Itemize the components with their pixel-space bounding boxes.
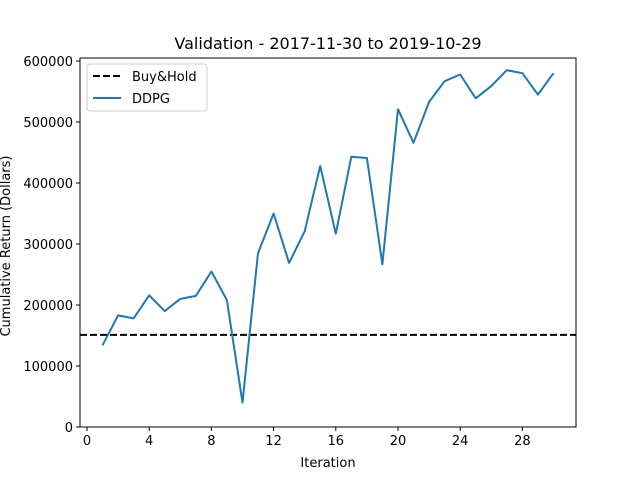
x-tick-label: 16 — [328, 434, 345, 449]
x-tick-label: 20 — [390, 434, 407, 449]
legend-label-ddpg: DDPG — [132, 92, 170, 107]
legend: Buy&Hold DDPG — [86, 63, 208, 112]
x-tick-label: 28 — [514, 434, 531, 449]
plot-area — [80, 69, 576, 404]
legend-label-buy-hold: Buy&Hold — [132, 70, 197, 85]
x-tick-label: 8 — [207, 434, 215, 449]
y-axis-label: Cumulative Return (Dollars) — [0, 155, 14, 336]
y-tick-label: 500000 — [23, 116, 73, 131]
y-tick-label: 400000 — [23, 177, 73, 192]
y-tick-label: 200000 — [23, 299, 73, 314]
y-tick-label: 100000 — [23, 360, 73, 375]
y-tick-label: 600000 — [23, 55, 73, 70]
ddpg-series-line — [101, 69, 555, 404]
x-tick-label: 24 — [452, 434, 469, 449]
x-axis: 0 4 8 12 16 20 24 28 — [83, 427, 531, 449]
x-axis-label: Iteration — [300, 456, 355, 471]
y-tick-label: 300000 — [23, 238, 73, 253]
x-tick-label: 12 — [265, 434, 282, 449]
y-axis: 0 100000 200000 300000 400000 500000 600000 — [23, 55, 80, 436]
x-tick-label: 0 — [83, 434, 91, 449]
plot-frame — [79, 57, 577, 428]
chart-title: Validation - 2017-11-30 to 2019-10-29 — [174, 34, 481, 53]
x-tick-label: 4 — [145, 434, 153, 449]
y-tick-label: 0 — [65, 421, 73, 436]
